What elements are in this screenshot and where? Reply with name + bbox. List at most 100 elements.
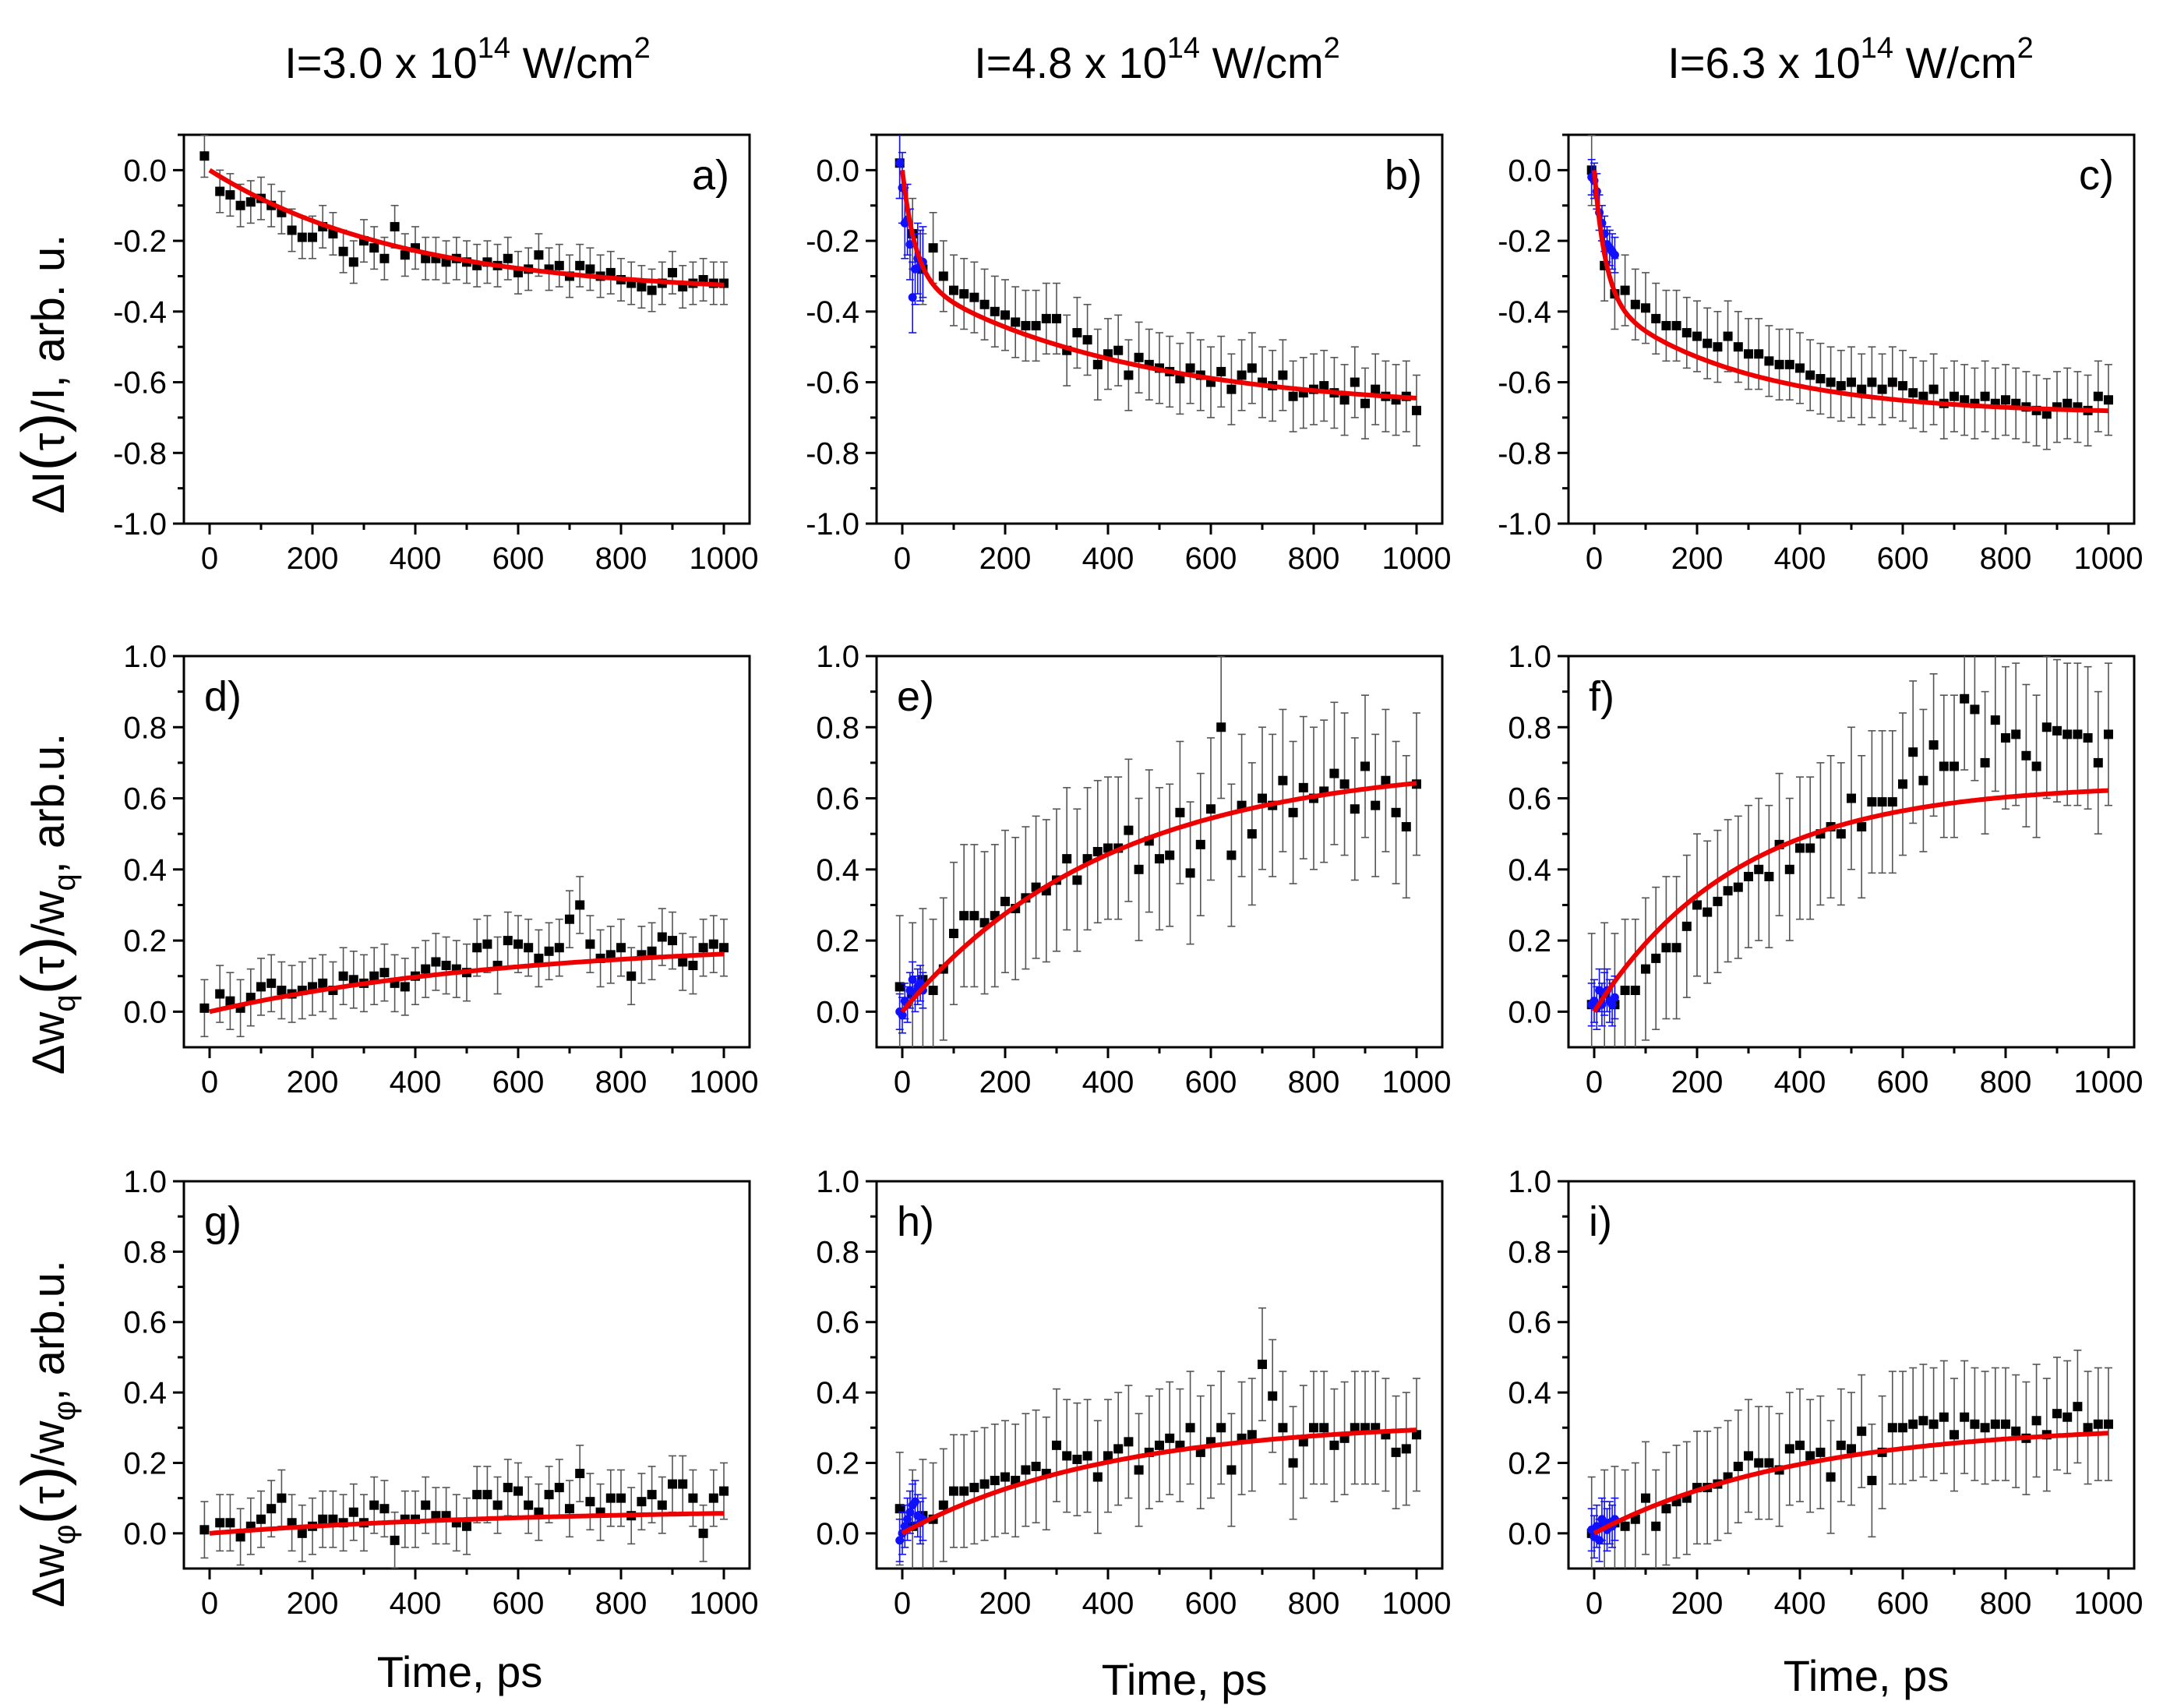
data-point	[1092, 847, 1103, 856]
data-point	[1692, 331, 1702, 341]
data-point	[225, 1518, 235, 1528]
y-tick-label: -0.2	[806, 224, 859, 259]
y-tick-label: -0.8	[1498, 436, 1551, 471]
data-point	[287, 225, 297, 235]
data-point	[1339, 779, 1350, 789]
data-point	[605, 950, 616, 960]
data-point	[1226, 384, 1237, 394]
data-point	[1258, 1359, 1267, 1369]
data-point	[1764, 1458, 1774, 1468]
y-tick-label: 0.4	[123, 853, 167, 888]
data-point	[328, 229, 338, 239]
data-point	[1401, 822, 1411, 832]
panel-label: e)	[897, 673, 934, 720]
x-tick-label: 200	[979, 542, 1032, 576]
data-point	[1021, 320, 1031, 330]
data-point	[297, 232, 307, 242]
x-tick-label: 200	[979, 1065, 1032, 1099]
plot-area	[199, 135, 729, 312]
data-point	[1288, 391, 1298, 401]
data-point	[2093, 1419, 2103, 1429]
panel-f: 0 200 400 600 800 1000 1.0 0.8 0.6 0.4 0.2 0.0 f)	[1508, 640, 2143, 1099]
data-point	[1867, 1476, 1877, 1486]
data-point	[318, 978, 328, 988]
data-point	[225, 996, 235, 1006]
x-tick-label: 800	[595, 1065, 647, 1099]
y-tick-label: 1.0	[123, 1165, 167, 1199]
data-point	[472, 943, 482, 953]
data-point	[1134, 1465, 1144, 1475]
data-point	[1857, 1426, 1867, 1436]
x-tick-label: 800	[1288, 542, 1340, 576]
fit-curve	[1593, 1431, 2109, 1536]
data-point	[1298, 782, 1308, 792]
data-point	[1072, 328, 1082, 338]
y-tick-label: 0.6	[123, 1306, 167, 1340]
y-tick-label: -0.2	[113, 224, 167, 259]
data-point	[2001, 395, 2010, 405]
data-point	[503, 1483, 513, 1493]
data-point	[1412, 1430, 1421, 1440]
data-point	[215, 1518, 225, 1528]
data-point	[534, 953, 544, 963]
panel-label: d)	[204, 673, 242, 720]
y-tick-label: 0.8	[1508, 711, 1551, 745]
data-point	[1165, 850, 1175, 860]
data-point	[647, 285, 657, 295]
data-point	[369, 243, 379, 253]
data-point	[482, 1490, 492, 1500]
data-point	[2052, 725, 2062, 736]
panel-label: a)	[692, 152, 729, 199]
data-point	[585, 939, 595, 949]
data-point	[245, 197, 256, 207]
data-point	[2073, 729, 2083, 739]
data-point	[1124, 825, 1134, 835]
y-tick-label: 0.0	[123, 1517, 167, 1551]
data-point	[1713, 342, 1723, 352]
data-point	[928, 985, 938, 995]
data-point	[678, 957, 688, 967]
data-point	[894, 982, 905, 992]
y-axis-title-row-3: Δwφ(τ)/wφ, arb.u.	[9, 1260, 82, 1607]
x-tick-label: 0	[1586, 542, 1603, 576]
data-point	[390, 221, 400, 231]
x-tick-label: 1000	[690, 1586, 759, 1621]
data-point	[1681, 328, 1692, 338]
data-point	[1113, 1444, 1124, 1454]
data-point	[1703, 907, 1713, 917]
data-point	[1381, 775, 1391, 785]
y-tick-label: -0.4	[806, 295, 859, 330]
plot-area	[199, 876, 729, 1038]
x-tick-label: 200	[287, 1586, 339, 1621]
data-point	[585, 264, 595, 274]
data-point	[1744, 349, 1753, 359]
data-point	[1847, 377, 1856, 387]
data-point	[1288, 1458, 1298, 1468]
data-point	[959, 911, 969, 921]
data-point	[1887, 797, 1897, 807]
data-point	[554, 1483, 564, 1493]
data-point	[1412, 405, 1421, 415]
data-point	[1692, 900, 1702, 910]
x-tick-label: 600	[1185, 1586, 1237, 1621]
x-tick-label: 200	[1671, 1586, 1724, 1621]
data-point	[1165, 1433, 1175, 1443]
data-point	[2062, 398, 2073, 408]
data-point	[1134, 352, 1144, 362]
y-tick-label: 0.2	[1508, 924, 1551, 958]
data-point	[1329, 768, 1339, 778]
data-point	[1124, 370, 1134, 380]
y-tick-label: 0.0	[1508, 154, 1551, 188]
y-tick-label: 0.6	[123, 782, 167, 817]
data-point	[1918, 391, 1928, 401]
data-point	[1887, 1423, 1897, 1433]
x-tick-label: 0	[201, 542, 218, 576]
y-tick-label: 0.4	[123, 1376, 167, 1410]
x-tick-label: 800	[1288, 1586, 1340, 1621]
data-point	[1620, 985, 1630, 995]
panel-label: i)	[1589, 1198, 1612, 1245]
data-point	[503, 253, 513, 263]
x-tick-label: 400	[1082, 1586, 1134, 1621]
data-point	[1052, 313, 1061, 323]
x-tick-label: 0	[894, 542, 911, 576]
